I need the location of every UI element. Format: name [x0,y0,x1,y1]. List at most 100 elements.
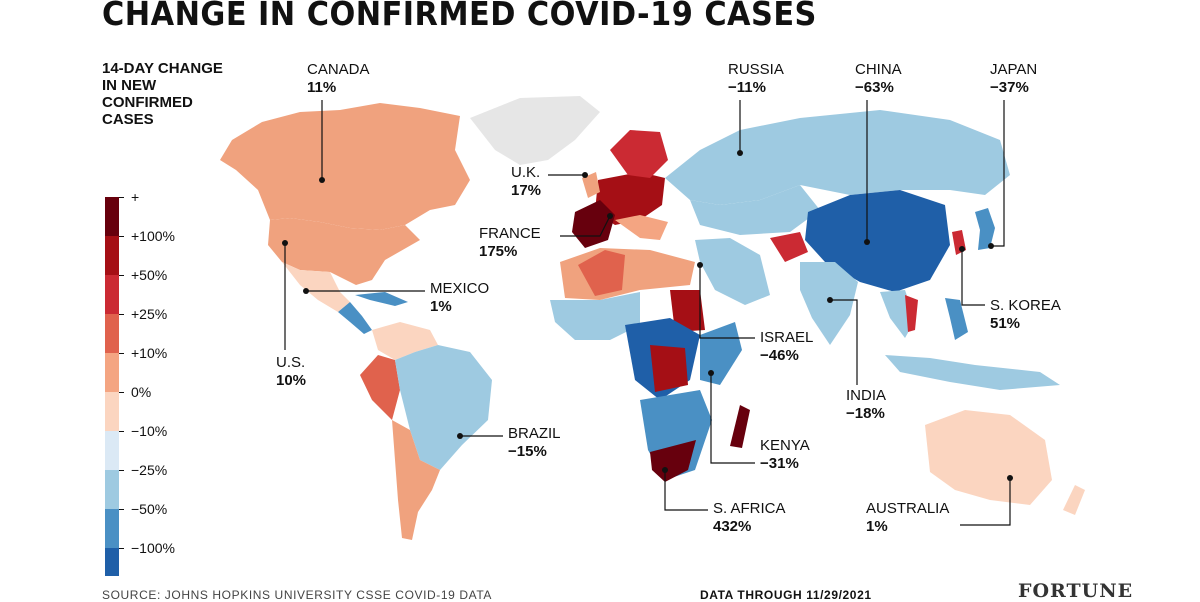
country-label-kenya: KENYA −31% [760,437,810,473]
legend-label: +100% [131,228,175,244]
country-indonesia [885,355,1060,390]
region-middle-east [695,238,770,305]
leader-line-japan [991,100,1005,247]
region-central-america [338,302,372,334]
country-canada [220,103,470,230]
legend-tick [119,548,124,549]
legend-title-line: CASES [102,111,154,128]
marker-dot-kenya [708,370,714,376]
legend-title-line: CONFIRMED [102,94,193,111]
country-change-value: −15% [508,443,547,460]
country-label-canada: CANADA 11% [307,61,370,97]
country-algeria [578,250,625,296]
country-label-russia: RUSSIA −11% [728,61,784,97]
country-uk [582,172,600,198]
country-greenland [470,96,600,165]
country-name: U.K. [511,164,541,181]
marker-dot-us [282,240,288,246]
region-southern-cone [392,420,440,540]
marker-dot-canada [319,177,325,183]
country-change-value: −31% [760,455,799,472]
country-name: CHINA [855,61,902,78]
country-change-value: −37% [990,79,1029,96]
fortune-logo: FORTUNE [1018,580,1134,602]
marker-dot-brazil [457,433,463,439]
country-label-skorea: S. KOREA 51% [990,297,1061,333]
region-northern-south-america [372,322,438,360]
leader-line-safrica [664,470,708,511]
marker-dot-india [827,297,833,303]
country-change-value: 175% [479,243,518,260]
legend-swatch [105,548,119,576]
country-australia [925,410,1052,505]
legend-title-line: 14-DAY CHANGE [102,60,223,77]
country-name: BRAZIL [508,425,561,442]
country-japan [975,208,995,250]
leader-line-kenya [710,373,755,464]
country-afghanistan [770,232,808,262]
legend-tick [119,509,124,510]
region-europe [595,172,665,225]
data-date-note: DATA THROUGH 11/29/2021 [700,588,872,602]
legend-swatch [105,353,119,392]
marker-dot-skorea [959,246,965,252]
chart-title: CHANGE IN CONFIRMED COVID-19 CASES [102,0,817,33]
legend-label: +50% [131,267,168,283]
marker-dot-japan [988,243,994,249]
legend-tick [119,431,124,432]
leader-lines [282,100,1013,526]
marker-dot-russia [737,150,743,156]
marker-dot-china [864,239,870,245]
legend-tick [119,470,124,471]
country-label-china: CHINA −63% [855,61,902,97]
country-name: RUSSIA [728,61,784,78]
legend-swatch [105,275,119,314]
region-west-africa [550,292,640,340]
marker-dot-france [607,213,613,219]
marker-dot-mexico [303,288,309,294]
country-change-value: −18% [846,405,885,422]
legend-swatch [105,197,119,236]
country-name: U.S. [276,354,306,371]
legend-label: −50% [131,501,168,517]
country-change-value: 432% [713,518,752,535]
country-change-value: −46% [760,347,799,364]
country-us [268,218,420,285]
legend-swatch [105,431,119,470]
country-madagascar [730,405,750,448]
country-change-value: 1% [866,518,888,535]
marker-dot-israel [697,262,703,268]
country-drc [650,345,688,392]
country-change-value: −11% [728,79,766,96]
country-name: S. AFRICA [713,500,786,517]
country-name: JAPAN [990,61,1038,78]
region-central-asia [690,185,820,235]
legend-label: +10% [131,345,168,361]
leader-line-australia [960,478,1011,526]
country-change-value: 10% [276,372,307,389]
country-label-france: FRANCE 175% [479,225,541,261]
legend-tick [119,314,124,315]
country-name: S. KOREA [990,297,1061,314]
leader-line-skorea [961,249,985,306]
legend-tick [119,275,124,276]
country-change-value: −63% [855,79,894,96]
country-label-israel: ISRAEL −46% [760,329,813,365]
legend-tick [119,392,124,393]
country-name: FRANCE [479,225,541,242]
legend-label: +25% [131,306,168,322]
country-new-zealand [1063,485,1085,515]
leader-line-india [830,299,858,385]
marker-dot-safrica [662,467,668,473]
country-label-us: U.S. 10% [276,354,306,390]
marker-dot-uk [582,172,588,178]
country-name: MEXICO [430,280,490,297]
leader-line-france [560,215,611,237]
region-east-africa [700,322,742,385]
region-scandinavia [610,130,668,178]
country-vietnam [905,295,918,332]
region-southern-europe [615,215,668,240]
legend-tick [119,236,124,237]
marker-dot-australia [1007,475,1013,481]
